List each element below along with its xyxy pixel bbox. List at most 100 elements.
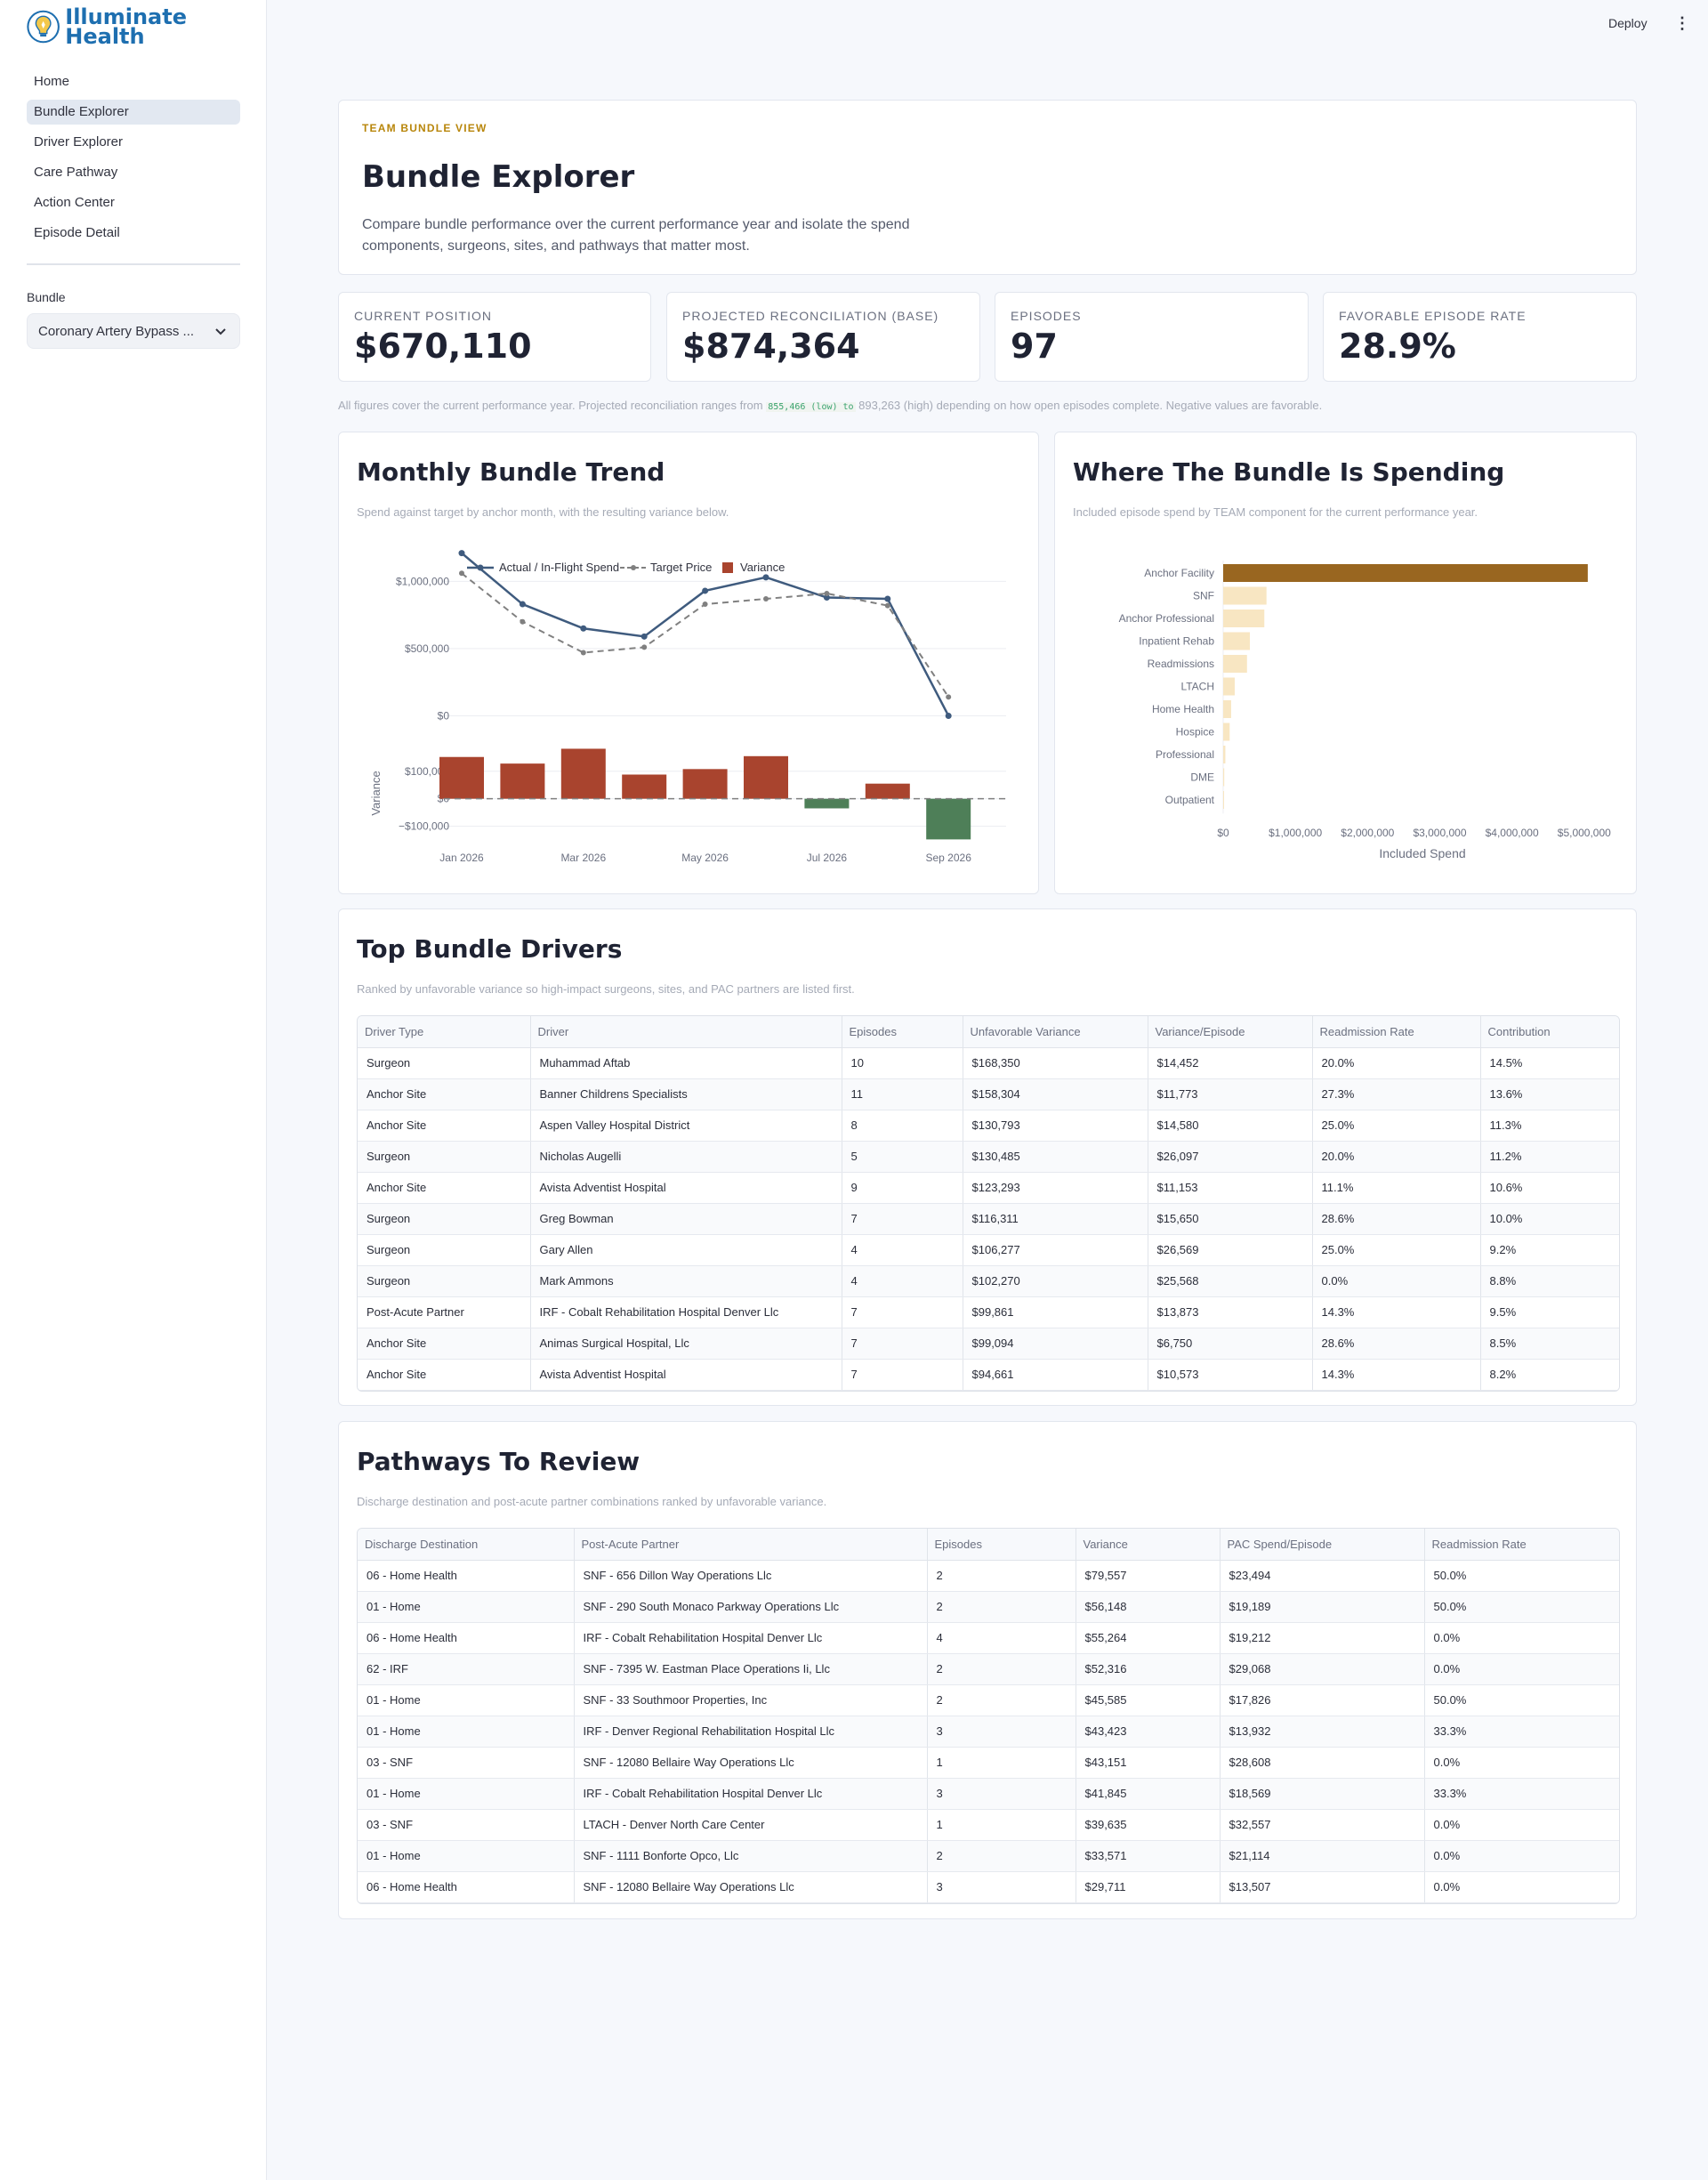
nav-item-bundle-explorer[interactable]: Bundle Explorer	[27, 100, 240, 125]
kpi-card-favorable-rate: FAVORABLE EPISODE RATE 28.9%	[1323, 292, 1637, 382]
pathway-row[interactable]: 01 - Home IRF - Denver Regional Rehabilit…	[358, 1716, 1619, 1748]
nav-item-home[interactable]: Home	[34, 74, 70, 89]
x-tick-label: Jul 2026	[807, 852, 848, 864]
pathway-row[interactable]: 06 - Home Health SNF - 12080 Bellaire Way…	[358, 1871, 1619, 1903]
table-cell: 33.3%	[1424, 1716, 1619, 1748]
driver-row[interactable]: Post-Acute Partner IRF - Cobalt Rehabilit…	[358, 1296, 1619, 1328]
y-tick-label: −$100,000	[399, 820, 449, 833]
legend-variance-swatch	[722, 562, 733, 573]
deploy-button[interactable]: Deploy	[1608, 16, 1648, 30]
bundle-select[interactable]: Coronary Artery Bypass ...	[27, 313, 240, 349]
pathway-row[interactable]: 01 - Home SNF - 1111 Bonforte Opco, Llc 2 $…	[358, 1840, 1619, 1872]
legend-variance-label: Variance	[740, 561, 785, 574]
driver-row[interactable]: Surgeon Nicholas Augelli 5 $130,485 $26,097 2…	[358, 1141, 1619, 1173]
driver-row[interactable]: Anchor Site Banner Childrens Specialists 1…	[358, 1078, 1619, 1110]
table-cell: $130,485	[963, 1141, 1148, 1173]
column-header[interactable]: Episodes	[842, 1016, 963, 1048]
table-cell: 3	[927, 1871, 1076, 1903]
driver-row[interactable]: Anchor Site Aspen Valley Hospital Distric…	[358, 1110, 1619, 1142]
column-header[interactable]: Variance/Episode	[1148, 1016, 1313, 1048]
table-cell: $15,650	[1148, 1203, 1313, 1235]
table-cell: 8.2%	[1480, 1359, 1619, 1391]
pathway-row[interactable]: 01 - Home SNF - 290 South Monaco Parkway …	[358, 1591, 1619, 1623]
sidebar-divider	[27, 263, 240, 265]
column-header[interactable]: Readmission Rate	[1424, 1529, 1619, 1561]
table-cell: $13,873	[1148, 1296, 1313, 1328]
drivers-table[interactable]: Driver Type Driver Episodes Unfavorable Var…	[357, 1015, 1620, 1392]
column-header[interactable]: Readmission Rate	[1312, 1016, 1481, 1048]
driver-row[interactable]: Anchor Site Avista Adventist Hospital 9 $12…	[358, 1172, 1619, 1204]
pathway-row[interactable]: 03 - SNF LTACH - Denver North Care Center…	[358, 1809, 1619, 1841]
pathway-row[interactable]: 06 - Home Health IRF - Cobalt Rehabilitat…	[358, 1622, 1619, 1654]
page-eyebrow: TEAM BUNDLE VIEW	[362, 122, 487, 134]
nav-item-action-center[interactable]: Action Center	[34, 195, 115, 210]
kpi-label: EPISODES	[1011, 309, 1082, 323]
category-label: Anchor Professional	[1119, 612, 1214, 625]
x-tick-label: May 2026	[681, 852, 729, 864]
pathway-row[interactable]: 06 - Home Health SNF - 656 Dillon Way Ope…	[358, 1560, 1619, 1592]
table-cell: Gary Allen	[530, 1234, 842, 1266]
table-cell: SNF - 7395 W. Eastman Place Operations I…	[574, 1653, 928, 1685]
table-cell: $14,452	[1148, 1047, 1313, 1079]
main-menu-icon[interactable]: ⋮	[1674, 14, 1690, 32]
driver-row[interactable]: Surgeon Gary Allen 4 $106,277 $26,569 25.0% 9.…	[358, 1234, 1619, 1266]
driver-row[interactable]: Surgeon Greg Bowman 7 $116,311 $15,650 28.6% 1…	[358, 1203, 1619, 1235]
table-cell: Mark Ammons	[530, 1265, 842, 1297]
kpi-card-current-position: CURRENT POSITION $670,110	[338, 292, 651, 382]
table-cell: $29,711	[1076, 1871, 1221, 1903]
driver-row[interactable]: Anchor Site Animas Surgical Hospital, Llc…	[358, 1328, 1619, 1360]
driver-row[interactable]: Surgeon Muhammad Aftab 10 $168,350 $14,452 20…	[358, 1047, 1619, 1079]
table-cell: 50.0%	[1424, 1591, 1619, 1623]
driver-row[interactable]: Anchor Site Avista Adventist Hospital 7 $94…	[358, 1359, 1619, 1391]
table-cell: $43,423	[1076, 1716, 1221, 1748]
spend-bar	[1223, 586, 1267, 605]
table-cell: SNF - 12080 Bellaire Way Operations Llc	[574, 1871, 928, 1903]
variance-bar	[744, 755, 788, 799]
table-cell: 01 - Home	[358, 1591, 575, 1623]
table-cell: 20.0%	[1312, 1047, 1481, 1079]
actual-spend-point	[519, 601, 526, 608]
pathway-row[interactable]: 62 - IRF SNF - 7395 W. Eastman Place Oper…	[358, 1653, 1619, 1685]
column-header[interactable]: Driver	[530, 1016, 842, 1048]
page-description: Compare bundle performance over the curr…	[362, 217, 910, 254]
table-cell: $10,573	[1148, 1359, 1313, 1391]
table-cell: 03 - SNF	[358, 1747, 575, 1779]
logo[interactable]: Illuminate Health	[27, 2, 187, 52]
nav-item-care-pathway[interactable]: Care Pathway	[34, 165, 118, 180]
table-cell: 9.5%	[1480, 1296, 1619, 1328]
column-header[interactable]: Post-Acute Partner	[574, 1529, 928, 1561]
driver-row[interactable]: Surgeon Mark Ammons 4 $102,270 $25,568 0.0% 8.…	[358, 1265, 1619, 1297]
category-label: Outpatient	[1165, 794, 1215, 806]
table-cell: 62 - IRF	[358, 1653, 575, 1685]
bundle-select-label: Bundle	[27, 290, 66, 304]
column-header[interactable]: Discharge Destination	[358, 1529, 575, 1561]
category-label: Readmissions	[1148, 658, 1214, 670]
nav-item-episode-detail[interactable]: Episode Detail	[34, 225, 120, 240]
column-header[interactable]: Contribution	[1480, 1016, 1619, 1048]
nav-item-driver-explorer[interactable]: Driver Explorer	[34, 134, 124, 149]
pathways-table[interactable]: Discharge Destination Post-Acute Partner E…	[357, 1528, 1620, 1904]
table-cell: Avista Adventist Hospital	[530, 1172, 842, 1204]
category-label: Inpatient Rehab	[1139, 635, 1214, 648]
figures-note: All figures cover the current performanc…	[338, 399, 1322, 412]
pathway-row[interactable]: 03 - SNF SNF - 12080 Bellaire Way Operati…	[358, 1747, 1619, 1779]
table-cell: IRF - Denver Regional Rehabilitation Hos…	[574, 1716, 928, 1748]
table-cell: SNF - 1111 Bonforte Opco, Llc	[574, 1840, 928, 1872]
kpi-value: 28.9%	[1339, 327, 1456, 366]
table-cell: Surgeon	[358, 1265, 531, 1297]
category-label: Anchor Facility	[1144, 567, 1214, 579]
column-header[interactable]: Unfavorable Variance	[963, 1016, 1148, 1048]
spend-bar	[1223, 768, 1225, 787]
pathway-row[interactable]: 01 - Home IRF - Cobalt Rehabilitation Hos…	[358, 1778, 1619, 1810]
column-header[interactable]: PAC Spend/Episode	[1220, 1529, 1425, 1561]
column-header[interactable]: Variance	[1076, 1529, 1221, 1561]
table-cell: Anchor Site	[358, 1359, 531, 1391]
table-cell: $14,580	[1148, 1110, 1313, 1142]
column-header[interactable]: Driver Type	[358, 1016, 531, 1048]
variance-axis-label: Variance	[369, 771, 383, 815]
trend-title: Monthly Bundle Trend	[357, 457, 665, 487]
table-cell: $33,571	[1076, 1840, 1221, 1872]
kpi-label: FAVORABLE EPISODE RATE	[1339, 309, 1527, 323]
column-header[interactable]: Episodes	[927, 1529, 1076, 1561]
pathway-row[interactable]: 01 - Home SNF - 33 Southmoor Properties, …	[358, 1684, 1619, 1716]
